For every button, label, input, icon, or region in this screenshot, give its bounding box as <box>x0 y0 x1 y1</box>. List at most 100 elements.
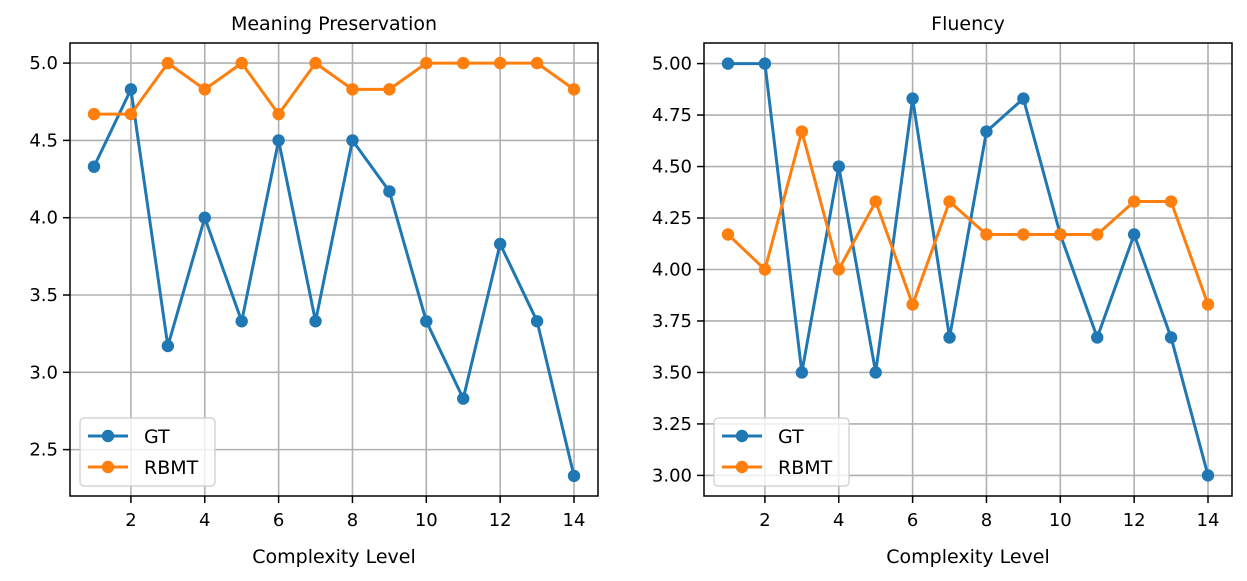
data-point-rbmt <box>758 263 772 276</box>
legend: GT RBMT <box>79 417 216 487</box>
x-tick-label: 2 <box>125 510 136 531</box>
x-tick-label: 12 <box>489 510 512 531</box>
y-tick-label: 4.0 <box>29 208 58 229</box>
series-line-rbmt <box>92 61 577 116</box>
y-axis: 3.00 3.25 3.50 3.75 4.00 4.25 4.50 4.75 5.00 <box>652 54 704 486</box>
x-tick-label: 14 <box>563 510 586 531</box>
y-tick-label: 4.5 <box>29 130 58 151</box>
data-point-rbmt <box>1091 228 1104 241</box>
y-tick-label: 4.50 <box>652 157 692 178</box>
data-point-rbmt <box>1201 298 1215 311</box>
data-point-rbmt <box>1164 195 1178 208</box>
data-point-gt <box>906 92 919 105</box>
y-tick-label: 5.00 <box>652 54 692 75</box>
data-point-rbmt <box>235 56 248 70</box>
x-axis: 2 4 6 8 10 12 14 <box>759 496 1219 531</box>
data-point-gt <box>198 211 211 224</box>
data-point-gt <box>161 339 175 353</box>
legend-label: GT <box>144 426 170 448</box>
y-tick-label: 4.25 <box>652 208 692 229</box>
data-point-rbmt <box>943 195 956 208</box>
data-point-rbmt <box>124 107 138 121</box>
legend-marker <box>735 460 749 474</box>
data-point-rbmt <box>493 56 507 70</box>
data-point-rbmt <box>906 298 919 311</box>
data-point-rbmt <box>161 56 175 70</box>
y-tick-label: 3.50 <box>652 362 692 383</box>
data-point-gt <box>758 57 772 70</box>
data-point-gt <box>980 125 993 138</box>
x-tick-label: 12 <box>1123 510 1146 531</box>
legend: GT RBMT <box>713 417 850 487</box>
y-tick-label: 3.25 <box>652 414 692 435</box>
legend-label: RBMT <box>144 457 199 479</box>
plot-frame <box>69 42 599 497</box>
series-line-gt <box>726 62 1210 478</box>
series-group <box>87 56 581 483</box>
data-point-gt <box>795 366 809 379</box>
legend-marker <box>101 460 115 474</box>
x-axis: 2 4 6 8 10 12 14 <box>125 496 585 531</box>
data-point-gt <box>309 315 322 328</box>
y-tick-label: 2.5 <box>29 440 58 461</box>
data-point-rbmt <box>721 228 735 241</box>
data-point-gt <box>457 392 470 405</box>
x-axis-label: Complexity Level <box>886 546 1050 568</box>
data-point-rbmt <box>567 83 581 96</box>
chart-title: Meaning Preservation <box>231 13 437 35</box>
data-point-gt <box>383 185 396 198</box>
x-tick-label: 10 <box>1049 510 1072 531</box>
data-point-gt <box>530 315 544 328</box>
y-tick-label: 3.75 <box>652 311 692 332</box>
data-point-rbmt <box>346 83 359 96</box>
data-point-gt <box>1164 331 1178 344</box>
data-point-gt <box>943 331 956 344</box>
chart-fluency: Fluency Complexity Level 2 4 6 8 10 12 143.003… <box>652 13 1233 568</box>
data-point-rbmt <box>457 56 470 70</box>
data-point-gt <box>272 134 285 147</box>
data-point-rbmt <box>87 107 101 121</box>
legend-marker <box>101 429 115 443</box>
data-point-gt <box>346 134 359 147</box>
data-point-rbmt <box>1127 195 1141 208</box>
series-line-gt <box>91 87 576 478</box>
series-group <box>721 57 1215 482</box>
data-point-rbmt <box>383 83 396 96</box>
data-point-gt <box>1127 228 1141 241</box>
y-tick-label: 3.00 <box>652 465 692 486</box>
y-tick-label: 3.0 <box>29 362 58 383</box>
data-point-gt <box>567 469 581 483</box>
data-point-rbmt <box>1017 228 1030 241</box>
data-point-rbmt <box>832 263 845 276</box>
x-tick-label: 6 <box>907 510 918 531</box>
legend-label: RBMT <box>778 457 833 479</box>
chart-meaning-preservation: Meaning Preservation Complexity Level 2 4… <box>29 13 599 568</box>
data-point-gt <box>124 83 138 96</box>
x-tick-label: 4 <box>833 510 844 531</box>
series-line-rbmt <box>725 130 1210 307</box>
data-point-rbmt <box>198 83 211 96</box>
data-point-gt <box>493 237 507 251</box>
data-point-gt <box>235 315 248 328</box>
data-point-rbmt <box>420 56 433 70</box>
data-point-rbmt <box>795 125 809 138</box>
y-axis: 2.5 3.0 3.5 4.0 4.5 5.0 <box>29 53 70 461</box>
x-tick-label: 6 <box>273 510 284 531</box>
data-point-rbmt <box>309 56 322 70</box>
legend-label: GT <box>778 426 804 448</box>
data-point-rbmt <box>980 228 993 241</box>
x-axis-label: Complexity Level <box>252 546 416 568</box>
data-point-gt <box>1091 331 1104 344</box>
y-tick-label: 5.0 <box>29 53 58 74</box>
data-point-gt <box>832 160 845 173</box>
data-point-gt <box>420 315 433 328</box>
plot-frame <box>703 42 1233 497</box>
x-tick-label: 14 <box>1197 510 1220 531</box>
data-point-rbmt <box>869 195 882 208</box>
y-tick-label: 4.00 <box>652 260 692 281</box>
data-point-gt <box>721 57 735 70</box>
data-point-rbmt <box>272 107 285 121</box>
y-tick-label: 4.75 <box>652 105 692 126</box>
x-tick-label: 10 <box>415 510 438 531</box>
data-point-gt <box>869 366 882 379</box>
